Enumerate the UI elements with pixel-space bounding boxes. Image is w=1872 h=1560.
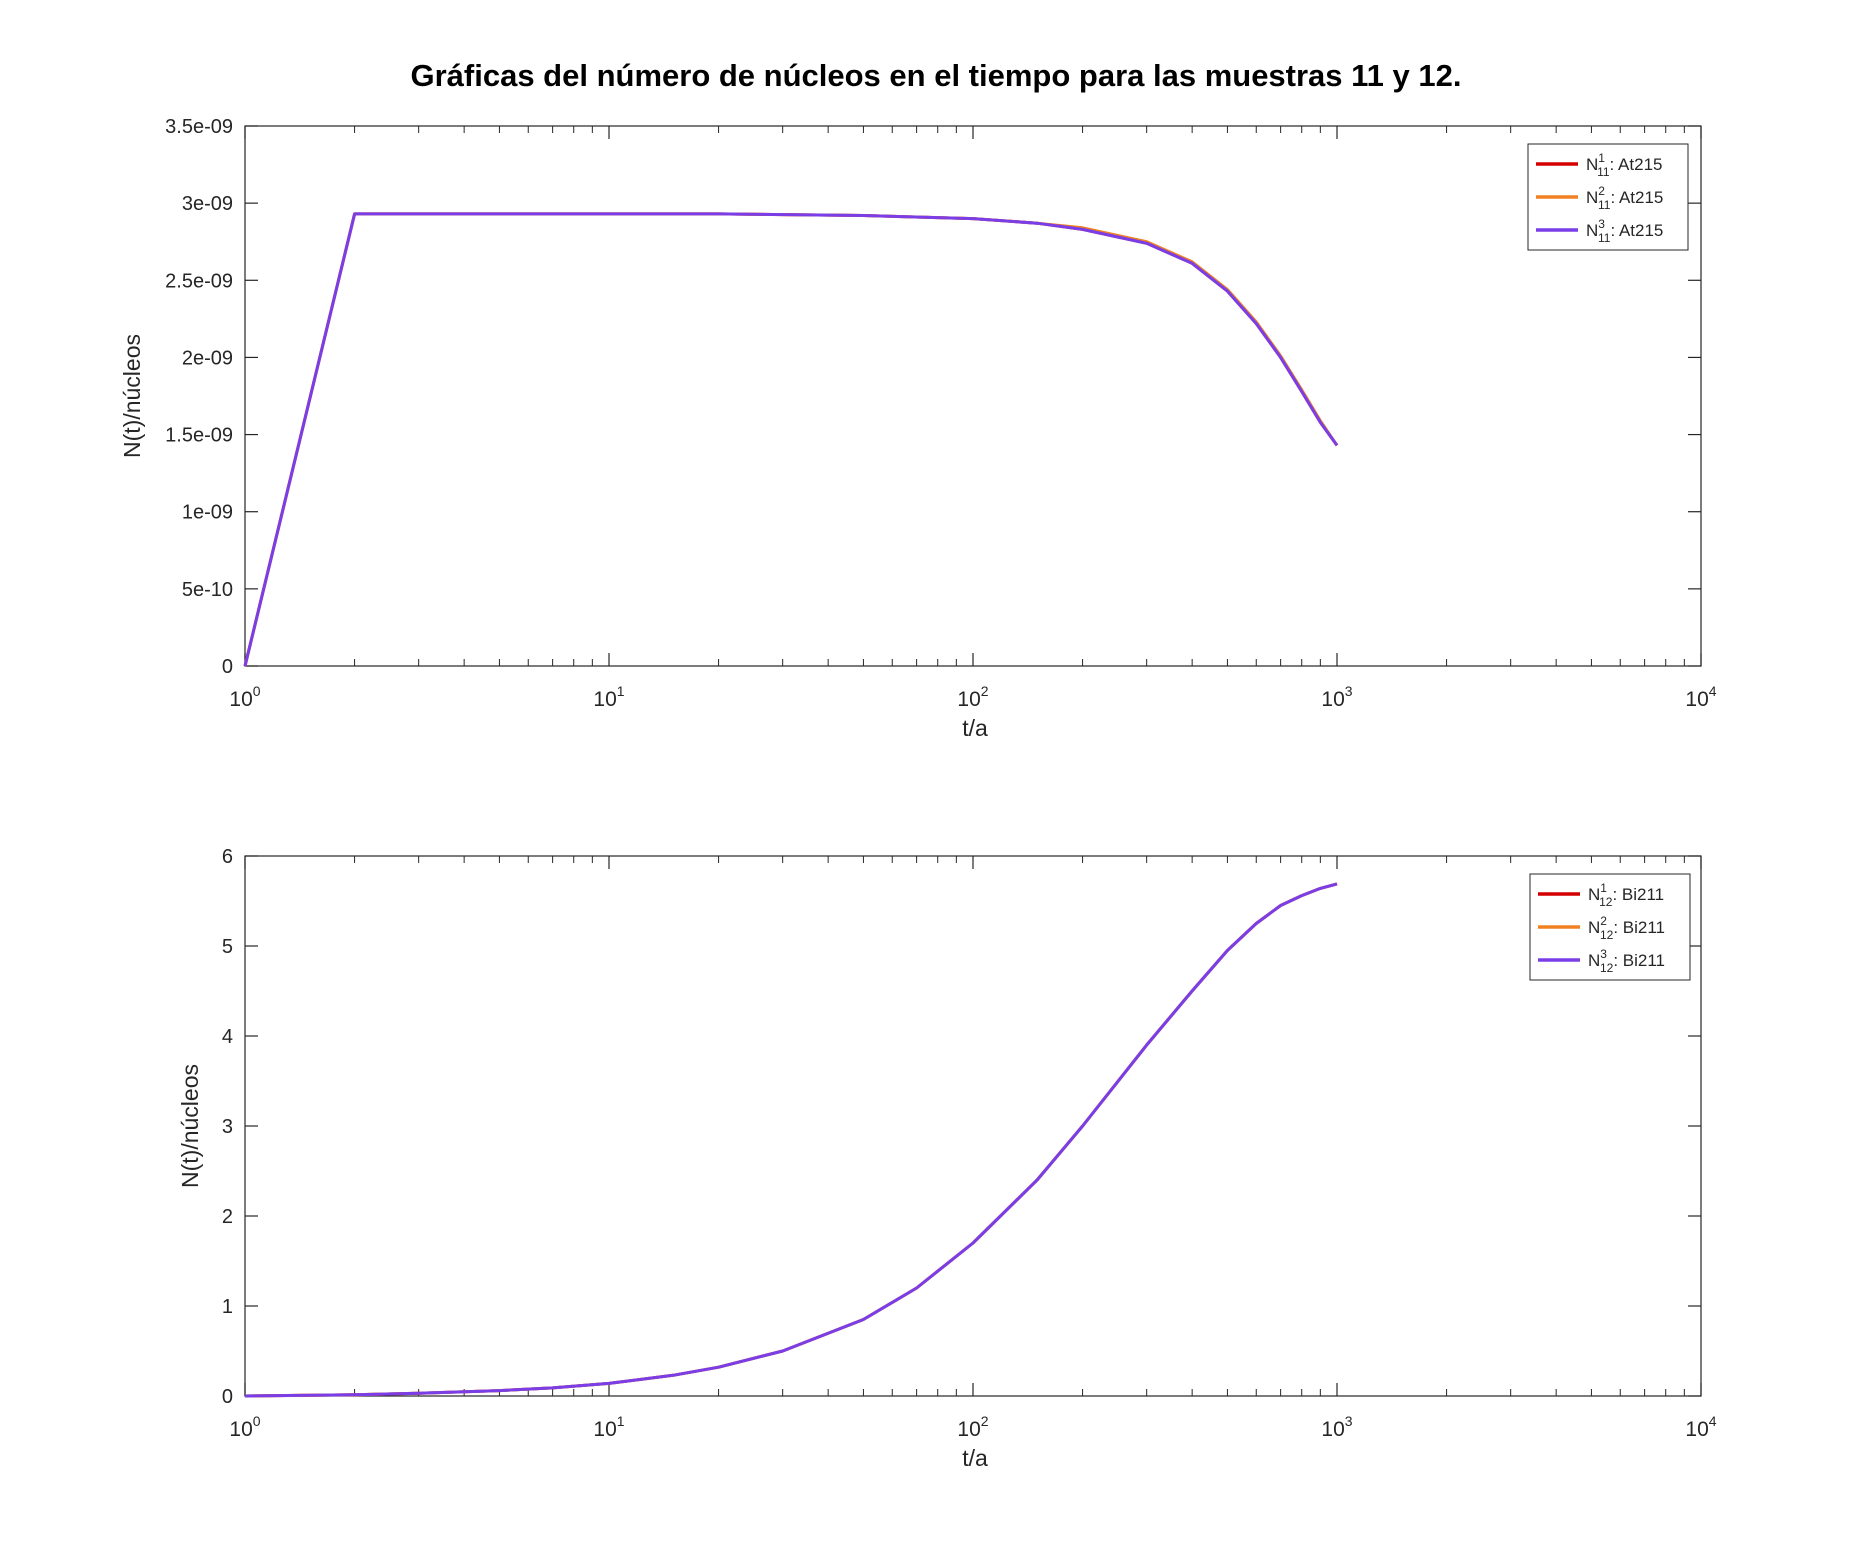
y-tick-label: 1 xyxy=(222,1296,233,1318)
series-line-3 xyxy=(244,882,1338,1398)
y-tick-label: 5 xyxy=(222,936,233,958)
y-tick-label: 1.5e-09 xyxy=(165,425,233,447)
legend: N1 12: Bi211 N2 12: Bi211 N3 12: Bi211 xyxy=(1529,873,1691,981)
legend-entry: N3 11: At215 xyxy=(1586,217,1663,245)
y-tick-label: 6 xyxy=(222,846,233,868)
y-tick-label: 3 xyxy=(222,1116,233,1138)
x-tick-label: 102 xyxy=(957,1413,988,1441)
series-line-2 xyxy=(243,212,1339,667)
figure-title: Gráficas del número de núcleos en el tie… xyxy=(410,58,1462,93)
series-line-1 xyxy=(243,212,1339,667)
series-line-3 xyxy=(243,212,1339,667)
x-tick-label: 100 xyxy=(229,683,260,711)
y-tick-label: 0 xyxy=(222,1386,233,1408)
x-axis-label: t/a xyxy=(962,715,988,741)
plot-area-frame xyxy=(244,855,1702,1397)
legend: N1 11: At215 N2 11: At215 N3 11: At215 xyxy=(1527,143,1689,251)
y-tick-label: 2.5e-09 xyxy=(165,270,233,292)
x-tick-label: 100 xyxy=(229,1413,260,1441)
subplot-1: 100 101 102 103 104 0 5e-10 1e-09 1.5e-09 2e-09 2.… xyxy=(119,116,1717,741)
plot-area-frame xyxy=(244,125,1702,667)
x-tick-label: 101 xyxy=(593,1413,624,1441)
x-tick-label: 104 xyxy=(1685,683,1716,711)
legend-entry: N1 12: Bi211 xyxy=(1588,881,1664,909)
legend-entry: N2 12: Bi211 xyxy=(1588,914,1665,942)
series-line-2 xyxy=(244,882,1338,1398)
legend-entry: N3 12: Bi211 xyxy=(1588,947,1665,975)
y-tick-label: 4 xyxy=(222,1026,233,1048)
y-tick-label: 1e-09 xyxy=(182,502,233,524)
y-tick-label: 2e-09 xyxy=(182,347,233,369)
x-tick-label: 103 xyxy=(1321,1413,1352,1441)
x-tick-label: 102 xyxy=(957,683,988,711)
x-tick-label: 101 xyxy=(593,683,624,711)
y-axis-label: N(t)/núcleos xyxy=(177,1064,203,1188)
y-axis-label: N(t)/núcleos xyxy=(119,334,145,458)
legend-entry: N2 11: At215 xyxy=(1586,184,1663,212)
x-axis-label: t/a xyxy=(962,1445,988,1471)
legend-entry: N1 11: At215 xyxy=(1586,151,1662,179)
y-tick-label: 5e-10 xyxy=(182,579,233,601)
y-tick-label: 3.5e-09 xyxy=(165,116,233,138)
y-tick-label: 3e-09 xyxy=(182,193,233,215)
series-line-1 xyxy=(244,882,1338,1398)
x-tick-label: 104 xyxy=(1685,1413,1716,1441)
subplot-2: 100 101 102 103 104 0 1 2 3 4 5 6 t/a N(t)/núcleos N1 1… xyxy=(177,846,1717,1471)
y-tick-label: 0 xyxy=(222,656,233,678)
x-tick-label: 103 xyxy=(1321,683,1352,711)
y-tick-label: 2 xyxy=(222,1206,233,1228)
